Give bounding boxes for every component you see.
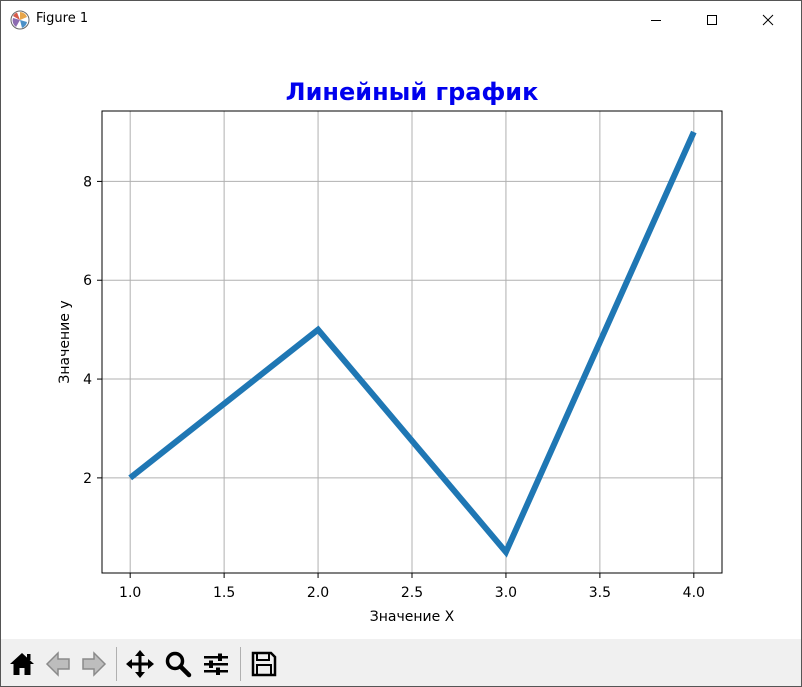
navigation-toolbar — [1, 639, 801, 686]
maximize-icon — [707, 15, 717, 25]
y-tick-label: 4 — [83, 372, 92, 388]
x-tick-label: 2.0 — [307, 585, 329, 601]
x-tick-label: 1.0 — [119, 585, 141, 601]
title-bar[interactable]: Figure 1 — [1, 1, 801, 39]
x-tick-label: 2.5 — [401, 585, 423, 601]
pan-icon — [126, 650, 154, 678]
x-tick-label: 1.5 — [213, 585, 235, 601]
figure-canvas[interactable]: 1.0 1.5 2.0 2.5 3.0 3.5 4.0 2 4 6 8 Линейный графи… — [1, 39, 801, 639]
x-tick-label: 3.5 — [589, 585, 611, 601]
forward-button[interactable] — [77, 647, 111, 681]
minimize-icon — [651, 20, 661, 21]
zoom-button[interactable] — [161, 647, 195, 681]
series-line — [128, 130, 697, 558]
maximize-button[interactable] — [689, 1, 735, 39]
back-icon — [45, 651, 70, 677]
y-tick-label: 8 — [83, 174, 92, 190]
zoom-icon — [165, 651, 192, 678]
series-layer — [128, 130, 697, 558]
home-button[interactable] — [5, 647, 39, 681]
save-button[interactable] — [247, 647, 281, 681]
configure-subplots-button[interactable] — [199, 647, 233, 681]
configure-subplots-icon — [204, 653, 228, 675]
home-icon — [10, 653, 34, 675]
window-title: Figure 1 — [36, 11, 89, 26]
x-axis-label: Значение X — [370, 609, 455, 625]
chart-title: Линейный график — [286, 78, 539, 106]
matplotlib-icon — [10, 10, 30, 30]
x-tick-label: 3.0 — [495, 585, 517, 601]
ticks: 1.0 1.5 2.0 2.5 3.0 3.5 4.0 2 4 6 8 — [83, 174, 705, 601]
y-tick-label: 2 — [83, 471, 92, 487]
y-axis-label: Значение y — [57, 300, 73, 383]
close-icon — [762, 14, 774, 26]
back-button[interactable] — [41, 647, 75, 681]
line-chart: 1.0 1.5 2.0 2.5 3.0 3.5 4.0 2 4 6 8 Линейный графи… — [57, 78, 723, 625]
save-icon — [251, 651, 277, 677]
y-tick-label: 6 — [83, 273, 92, 289]
toolbar-separator — [240, 647, 241, 681]
minimize-button[interactable] — [633, 1, 679, 39]
x-tick-label: 4.0 — [683, 585, 705, 601]
grid — [102, 111, 722, 573]
pan-button[interactable] — [123, 647, 157, 681]
forward-icon — [82, 651, 107, 677]
toolbar-separator — [116, 647, 117, 681]
close-button[interactable] — [745, 1, 791, 39]
